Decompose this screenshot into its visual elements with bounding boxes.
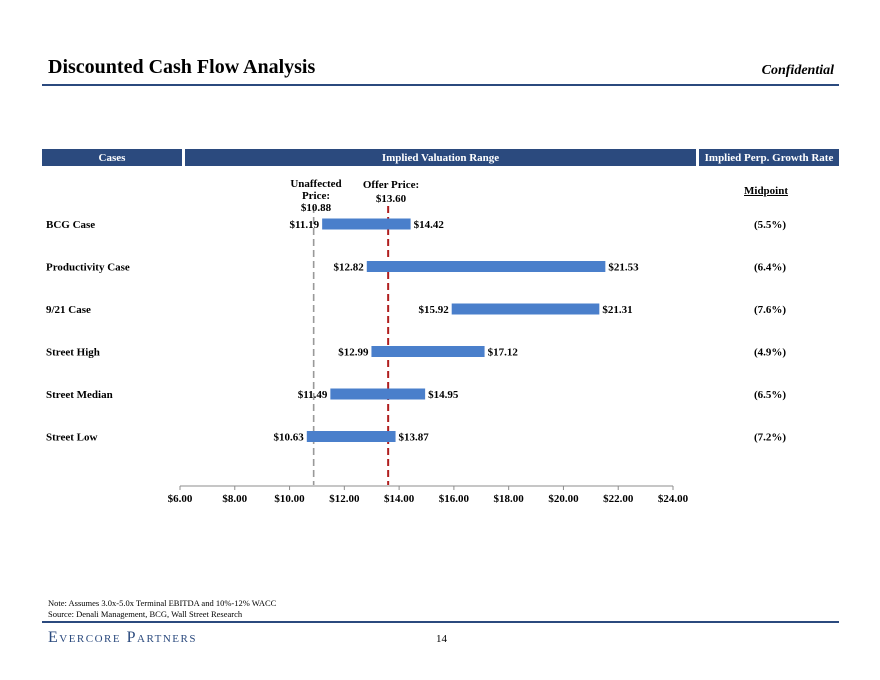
x-tick-label: $12.00 xyxy=(329,493,360,505)
midpoint-header: Midpoint xyxy=(744,185,789,197)
case-label: Street High xyxy=(46,347,100,359)
high-value-label: $13.87 xyxy=(399,432,430,444)
low-value-label: $11.49 xyxy=(298,389,328,401)
header-cases: Cases xyxy=(42,149,182,166)
case-label: 9/21 Case xyxy=(46,304,91,316)
case-label: Productivity Case xyxy=(46,262,130,274)
evercore-logo: Evercore Partners xyxy=(48,629,197,646)
high-value-label: $21.31 xyxy=(602,304,632,316)
x-tick-label: $10.00 xyxy=(274,493,305,505)
unaffected-label-line2: Price: $10.88 xyxy=(300,190,332,214)
offer-label-line2: $13.60 xyxy=(375,193,407,205)
range-bar-1 xyxy=(322,218,411,230)
high-value-label: $21.53 xyxy=(608,262,639,274)
x-tick-label: $14.00 xyxy=(384,493,415,505)
range-bar-5 xyxy=(330,388,426,400)
range-bar-4 xyxy=(371,346,485,357)
low-value-label: $12.99 xyxy=(338,347,369,359)
low-value-label: $11.19 xyxy=(289,219,319,231)
offer-price-label: Offer Price: $13.60 xyxy=(359,179,423,205)
growth-rate-value: (4.9%) xyxy=(754,347,786,359)
unaffected-label-line1: Unaffected xyxy=(290,178,342,190)
growth-rate-value: (7.6%) xyxy=(754,304,786,316)
unaffected-price-label: Unaffected Price: $10.88 xyxy=(286,178,346,214)
low-value-label: $10.63 xyxy=(274,432,305,444)
growth-rate-value: (6.5%) xyxy=(754,389,786,401)
case-label: Street Low xyxy=(46,432,97,444)
top-divider xyxy=(42,84,839,86)
range-bar-2 xyxy=(366,261,606,272)
x-tick-label: $24.00 xyxy=(658,493,689,505)
confidential-label: Confidential xyxy=(761,63,834,78)
high-value-label: $14.42 xyxy=(414,219,445,231)
x-tick-label: $8.00 xyxy=(222,493,247,505)
x-tick-label: $20.00 xyxy=(548,493,579,505)
growth-rate-value: (5.5%) xyxy=(754,219,786,231)
bottom-divider xyxy=(42,621,839,623)
header-growth-rate: Implied Perp. Growth Rate xyxy=(699,149,839,166)
footnote: Note: Assumes 3.0x-5.0x Terminal EBITDA … xyxy=(48,598,277,608)
growth-rate-value: (6.4%) xyxy=(754,262,786,274)
high-value-label: $17.12 xyxy=(488,347,519,359)
page-number: 14 xyxy=(436,633,447,645)
offer-label-line1: Offer Price: xyxy=(362,179,420,191)
page-title: Discounted Cash Flow Analysis xyxy=(48,56,316,78)
case-label: Street Median xyxy=(46,389,113,401)
x-tick-label: $22.00 xyxy=(603,493,634,505)
low-value-label: $15.92 xyxy=(418,304,449,316)
header-valuation-range: Implied Valuation Range xyxy=(185,149,696,166)
growth-rate-value: (7.2%) xyxy=(754,432,786,444)
high-value-label: $14.95 xyxy=(428,389,459,401)
x-tick-label: $6.00 xyxy=(168,493,193,505)
low-value-label: $12.82 xyxy=(334,262,365,274)
case-label: BCG Case xyxy=(46,219,95,231)
range-bar-3 xyxy=(451,303,600,315)
x-tick-label: $18.00 xyxy=(494,493,525,505)
range-bar-6 xyxy=(306,431,396,442)
source-note: Source: Denali Management, BCG, Wall Str… xyxy=(48,609,243,619)
x-tick-label: $16.00 xyxy=(439,493,470,505)
